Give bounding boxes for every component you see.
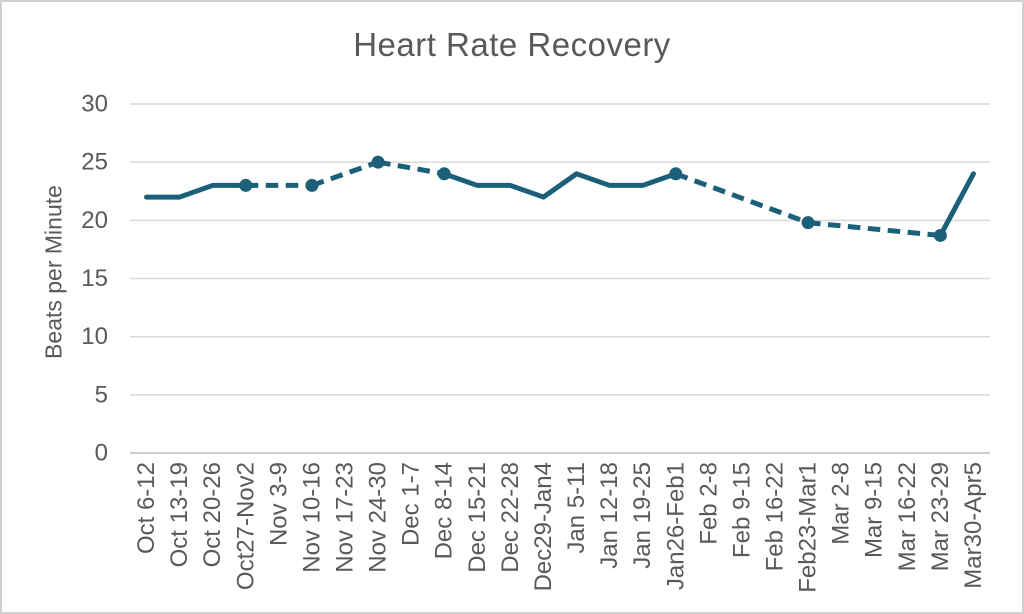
y-tick-label: 25	[81, 149, 108, 176]
series-line	[937, 171, 976, 238]
x-tick-label: Oct 13-19	[166, 462, 193, 567]
x-tick-label: Jan 19-25	[629, 462, 656, 569]
series-dashed-segment	[377, 159, 445, 177]
x-tick-label: Oct 20-26	[199, 462, 226, 567]
x-tick-label: Dec 8-14	[431, 462, 458, 559]
series-marker	[239, 178, 253, 192]
x-tick-label: Dec29-Jan4	[530, 462, 557, 591]
series-dashed-segment	[674, 171, 809, 226]
series-dashed-segment	[807, 220, 941, 238]
series-line	[144, 182, 249, 200]
x-tick-label: Oct27-Nov2	[232, 462, 259, 590]
x-tick-label: Dec 22-28	[497, 462, 524, 573]
x-tick-label: Dec 15-21	[464, 462, 491, 573]
x-tick-label: Mar 23-29	[927, 462, 954, 571]
x-tick-label: Nov 24-30	[365, 462, 392, 573]
x-tick-label: Mar 16-22	[894, 462, 921, 571]
x-tick-label: Mar30-Apr5	[960, 462, 987, 589]
x-tick-label: Feb 2-8	[695, 462, 722, 545]
x-tick-label: Nov 10-16	[298, 462, 325, 573]
y-tick-label: 15	[81, 265, 108, 292]
y-tick-label: 30	[81, 91, 108, 118]
series-marker	[933, 228, 947, 242]
x-tick-label: Mar 9-15	[861, 462, 888, 558]
x-tick-label: Mar 2-8	[828, 462, 855, 545]
series-marker	[305, 178, 319, 192]
x-tick-label: Dec 1-7	[398, 462, 425, 546]
x-tick-label: Feb23-Mar1	[795, 462, 822, 593]
chart-title: Heart Rate Recovery	[353, 26, 671, 63]
series-marker	[437, 167, 451, 181]
x-tick-label: Feb 9-15	[728, 462, 755, 558]
x-tick-label: Jan26-Feb1	[662, 462, 689, 590]
y-tick-label: 20	[81, 207, 108, 234]
series-marker	[669, 167, 683, 181]
series-marker	[801, 216, 815, 230]
y-tick-label: 0	[95, 440, 108, 467]
series-line	[441, 171, 679, 200]
y-tick-label: 5	[95, 381, 108, 408]
series-dashed-segment	[311, 159, 379, 188]
x-tick-label: Jan 12-18	[596, 462, 623, 569]
x-tick-label: Feb 16-22	[762, 462, 789, 571]
x-tick-label: Jan 5-11	[563, 462, 590, 554]
series-marker	[371, 155, 385, 169]
y-tick-label: 10	[81, 323, 108, 350]
x-tick-label: Oct 6-12	[133, 462, 160, 554]
x-tick-label: Nov 3-9	[265, 462, 292, 546]
x-tick-label: Nov 17-23	[332, 462, 359, 573]
